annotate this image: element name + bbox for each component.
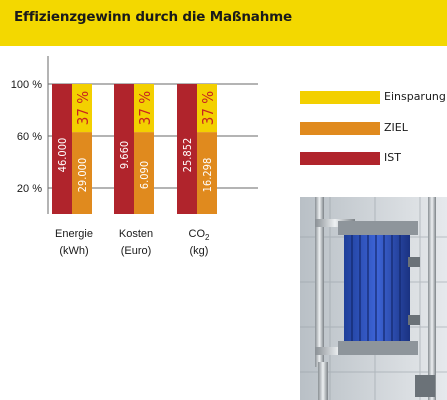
category-label: Kosten bbox=[119, 228, 153, 240]
data-label-ist: 46.000 bbox=[56, 138, 69, 173]
data-label-einsparung: 37 % bbox=[74, 91, 92, 125]
legend-swatch bbox=[300, 91, 380, 104]
bar-ist bbox=[177, 84, 197, 214]
page-title: Effizienzgewinn durch die Maßnahme bbox=[14, 9, 292, 25]
bar-einsparung bbox=[134, 84, 154, 133]
legend-swatch bbox=[300, 122, 380, 135]
data-label-einsparung: 37 % bbox=[199, 91, 217, 125]
header-banner: Effizienzgewinn durch die Maßnahme bbox=[0, 0, 447, 46]
y-tick-label: 20 % bbox=[17, 183, 42, 195]
plate-heat-exchanger-photo bbox=[300, 197, 447, 400]
category-label: CO2 bbox=[189, 228, 211, 242]
bar-ziel bbox=[197, 132, 217, 214]
bar-einsparung bbox=[197, 84, 217, 133]
bar-ist bbox=[52, 84, 72, 214]
data-label-ziel: 16.298 bbox=[201, 158, 214, 193]
category-unit-label: (kg) bbox=[190, 245, 209, 257]
legend-label: ZIEL bbox=[384, 121, 408, 134]
bar-einsparung bbox=[72, 84, 92, 133]
data-label-ist: 25.852 bbox=[181, 138, 194, 173]
data-label-ziel: 29.000 bbox=[76, 158, 89, 193]
legend-swatch bbox=[300, 152, 380, 165]
legend-label: Einsparung bbox=[384, 90, 446, 103]
category-unit-label: (Euro) bbox=[121, 245, 152, 257]
category-label: Energie bbox=[55, 228, 93, 240]
data-label-ist: 9.660 bbox=[118, 141, 131, 169]
legend-label: IST bbox=[384, 151, 401, 164]
data-label-einsparung: 37 % bbox=[136, 91, 154, 125]
bar-ziel bbox=[134, 132, 154, 214]
bar-chart: 20 % 60 % 100 % 46.000 29.000 37 % Energie (kWh… bbox=[11, 56, 258, 257]
y-tick-label: 100 % bbox=[11, 79, 42, 91]
y-tick-label: 60 % bbox=[17, 131, 42, 143]
bar-ziel bbox=[72, 132, 92, 214]
category-unit-label: (kWh) bbox=[59, 245, 88, 257]
category-label-subscript: 2 bbox=[205, 233, 210, 242]
data-label-ziel: 6.090 bbox=[138, 161, 151, 189]
bar-ist bbox=[114, 84, 134, 214]
